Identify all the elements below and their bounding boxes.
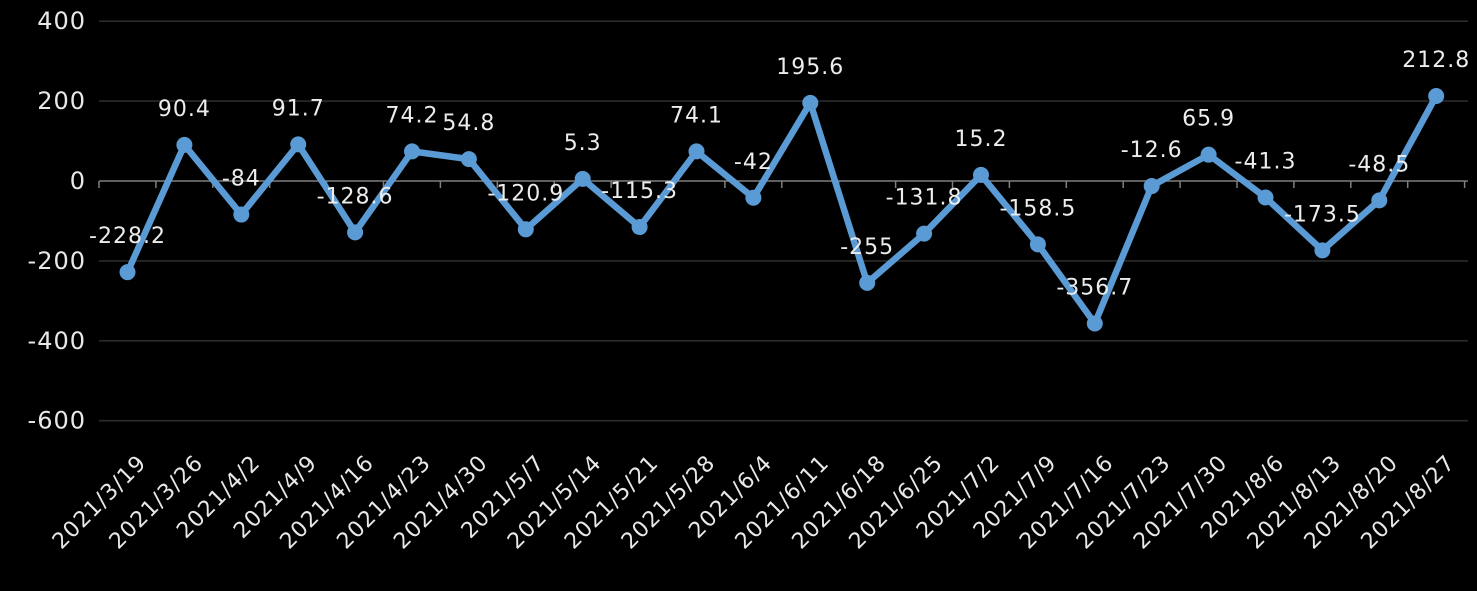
- data-label: -173.5: [1284, 202, 1361, 227]
- data-label: -42: [734, 150, 773, 175]
- data-label: -158.5: [999, 196, 1076, 221]
- data-point: [1428, 87, 1445, 104]
- data-point: [460, 151, 477, 168]
- data-label: -131.8: [886, 186, 963, 211]
- data-point: [1200, 146, 1217, 163]
- data-point: [290, 136, 307, 153]
- data-point: [1029, 236, 1046, 253]
- data-point: [574, 170, 591, 187]
- data-point: [517, 221, 534, 238]
- data-label: -228.2: [89, 224, 166, 249]
- data-point: [1086, 315, 1103, 332]
- data-label: 74.2: [386, 103, 439, 128]
- data-point: [176, 136, 193, 153]
- data-label: 5.3: [564, 131, 602, 156]
- y-axis-tick-label: -400: [28, 327, 86, 355]
- data-point: [916, 225, 933, 242]
- y-axis-tick-label: 0: [70, 167, 86, 195]
- data-label: -255: [840, 235, 894, 260]
- y-axis-tick-label: 200: [37, 87, 86, 115]
- data-point: [973, 166, 989, 183]
- data-point: [119, 264, 136, 281]
- data-label: 74.1: [670, 103, 723, 128]
- y-axis-tick-label: -200: [28, 247, 86, 275]
- data-label: 15.2: [955, 127, 1008, 152]
- data-point: [1371, 192, 1388, 209]
- data-label: 54.8: [442, 111, 495, 136]
- data-label: -48.5: [1348, 152, 1410, 177]
- data-point: [631, 219, 648, 236]
- data-point: [859, 274, 876, 291]
- y-axis-tick-label: -600: [28, 407, 86, 435]
- data-label: -128.6: [317, 184, 394, 209]
- data-point: [688, 143, 705, 160]
- data-point: [347, 224, 364, 241]
- data-label: -84: [222, 167, 261, 192]
- data-label: -115.3: [601, 179, 678, 204]
- y-axis-tick-label: 400: [37, 7, 86, 35]
- data-label: -12.6: [1121, 138, 1183, 163]
- data-label: 90.4: [158, 97, 211, 122]
- series-line: [124, 92, 1440, 327]
- data-label: 65.9: [1182, 107, 1235, 132]
- data-label: -41.3: [1235, 149, 1297, 174]
- data-label: 91.7: [272, 96, 325, 121]
- data-point: [1314, 242, 1331, 259]
- data-label: 195.6: [776, 55, 844, 80]
- data-point: [1143, 178, 1160, 195]
- data-label: -356.7: [1056, 276, 1133, 301]
- data-point: [1257, 189, 1274, 206]
- data-point: [233, 206, 250, 223]
- data-label: 212.8: [1402, 48, 1470, 73]
- data-point: [404, 143, 420, 160]
- data-label: -120.9: [487, 181, 564, 206]
- data-point: [802, 94, 819, 111]
- data-point: [745, 189, 762, 206]
